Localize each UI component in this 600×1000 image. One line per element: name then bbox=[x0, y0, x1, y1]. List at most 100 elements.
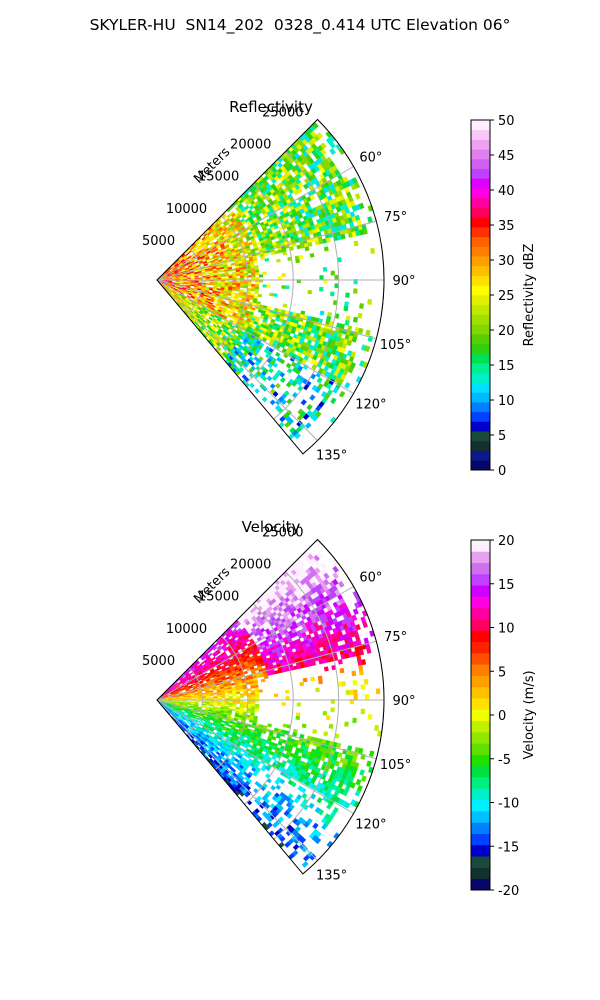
radar-gate bbox=[276, 258, 281, 263]
colorbar-tick-label: 35 bbox=[498, 219, 515, 234]
radar-gate bbox=[190, 275, 195, 277]
radar-gate bbox=[262, 271, 267, 275]
radar-gate bbox=[248, 372, 255, 379]
radar-gate bbox=[253, 260, 258, 264]
radar-gate bbox=[209, 257, 214, 261]
radar-gate bbox=[312, 729, 318, 735]
radar-gate bbox=[328, 723, 334, 729]
radar-gate bbox=[306, 403, 313, 411]
radar-gate bbox=[205, 283, 211, 286]
radar-gate bbox=[344, 319, 350, 326]
radar-gate bbox=[254, 692, 260, 696]
radar-gate bbox=[232, 275, 237, 279]
radar-gate bbox=[352, 608, 359, 616]
radar-gate bbox=[337, 659, 343, 665]
azimuth-tick-label: 120° bbox=[355, 398, 386, 413]
radar-gate bbox=[370, 247, 376, 254]
radar-gate bbox=[221, 696, 226, 699]
radar-gate bbox=[232, 277, 237, 280]
radar-gate bbox=[179, 700, 184, 702]
radar-gate bbox=[228, 697, 233, 700]
azimuth-tick-label: 75° bbox=[384, 210, 407, 225]
radar-gate bbox=[200, 720, 206, 725]
radar-gate bbox=[205, 280, 211, 283]
radar-gate bbox=[194, 697, 199, 700]
colorbar-tick-label: 5 bbox=[498, 429, 506, 444]
radar-gate bbox=[257, 293, 263, 298]
colorbar-tick-label: 45 bbox=[498, 149, 515, 164]
colorbar-swatch bbox=[471, 440, 490, 451]
colorbar-swatch bbox=[471, 178, 490, 189]
radar-gate bbox=[216, 288, 221, 291]
radar-gate bbox=[272, 293, 278, 297]
radar-gate bbox=[307, 289, 312, 295]
radar-gate bbox=[231, 291, 236, 295]
radar-gate bbox=[209, 283, 214, 286]
colorbar-swatch bbox=[471, 217, 490, 228]
radar-gate bbox=[340, 233, 346, 240]
radar-gate bbox=[190, 277, 196, 280]
colorbar-swatch bbox=[471, 246, 490, 257]
radar-gate bbox=[268, 367, 274, 374]
radar-gate bbox=[231, 288, 237, 292]
radar-gate bbox=[235, 691, 241, 695]
azimuth-tick-label: 105° bbox=[380, 338, 411, 353]
radar-gate bbox=[236, 273, 241, 277]
radar-gate bbox=[266, 284, 271, 288]
colorbar-swatch bbox=[471, 333, 490, 345]
radar-gate bbox=[208, 652, 213, 657]
radar-gate bbox=[299, 681, 305, 687]
radar-gate bbox=[198, 274, 203, 277]
radar-gate bbox=[319, 310, 325, 316]
radar-gate bbox=[310, 676, 315, 682]
radar-gate bbox=[320, 562, 327, 570]
radar-gate bbox=[236, 277, 241, 280]
radar-gate bbox=[365, 329, 371, 336]
colorbar-swatch bbox=[471, 363, 490, 374]
colorbar-swatch bbox=[471, 324, 490, 335]
radar-gate bbox=[216, 285, 222, 288]
radar-gate bbox=[319, 286, 324, 292]
radar-gate bbox=[216, 270, 222, 273]
radar-gate bbox=[251, 694, 256, 698]
radar-gate bbox=[205, 272, 210, 275]
radar-gate bbox=[251, 697, 256, 700]
radar-gate bbox=[353, 240, 359, 247]
radar-gate bbox=[330, 397, 337, 405]
radar-gate bbox=[224, 277, 230, 280]
radar-gate bbox=[301, 723, 307, 729]
radar-panel-reflectivity: Reflectivity60°75°90°105°120°135°5000100… bbox=[142, 98, 537, 479]
colorbar-swatch bbox=[471, 149, 490, 160]
radar-gate bbox=[171, 277, 177, 280]
radar-gate bbox=[277, 276, 283, 280]
colorbar-swatch bbox=[471, 158, 490, 170]
radar-gate bbox=[247, 697, 252, 700]
radar-gate bbox=[349, 689, 354, 695]
radar-gate bbox=[304, 246, 310, 252]
radar-gate bbox=[247, 701, 252, 705]
radar-gate bbox=[262, 284, 267, 288]
azimuth-tick-label: 90° bbox=[392, 274, 415, 289]
radar-gate bbox=[320, 142, 327, 150]
radar-gate bbox=[302, 677, 308, 683]
radar-gate bbox=[282, 251, 288, 256]
radar-gate bbox=[285, 285, 290, 290]
colorbar-swatch bbox=[471, 285, 490, 296]
radar-gate bbox=[357, 312, 363, 319]
radar-gate bbox=[213, 696, 218, 699]
radar-gate bbox=[368, 750, 375, 757]
radar-gate bbox=[304, 422, 312, 429]
radar-gate bbox=[315, 687, 320, 693]
radar-gate bbox=[202, 277, 207, 279]
radar-gate bbox=[367, 216, 373, 223]
colorbar-swatch bbox=[471, 382, 490, 393]
colorbar-swatch bbox=[471, 207, 490, 218]
radar-gate bbox=[211, 656, 216, 661]
radar-gate bbox=[281, 285, 286, 289]
radar-gate bbox=[322, 710, 328, 716]
radar-gate bbox=[235, 288, 240, 292]
radar-gate bbox=[318, 679, 323, 685]
panel-title: Reflectivity bbox=[229, 98, 313, 116]
radar-gate bbox=[353, 288, 358, 294]
colorbar-swatch bbox=[471, 450, 490, 461]
